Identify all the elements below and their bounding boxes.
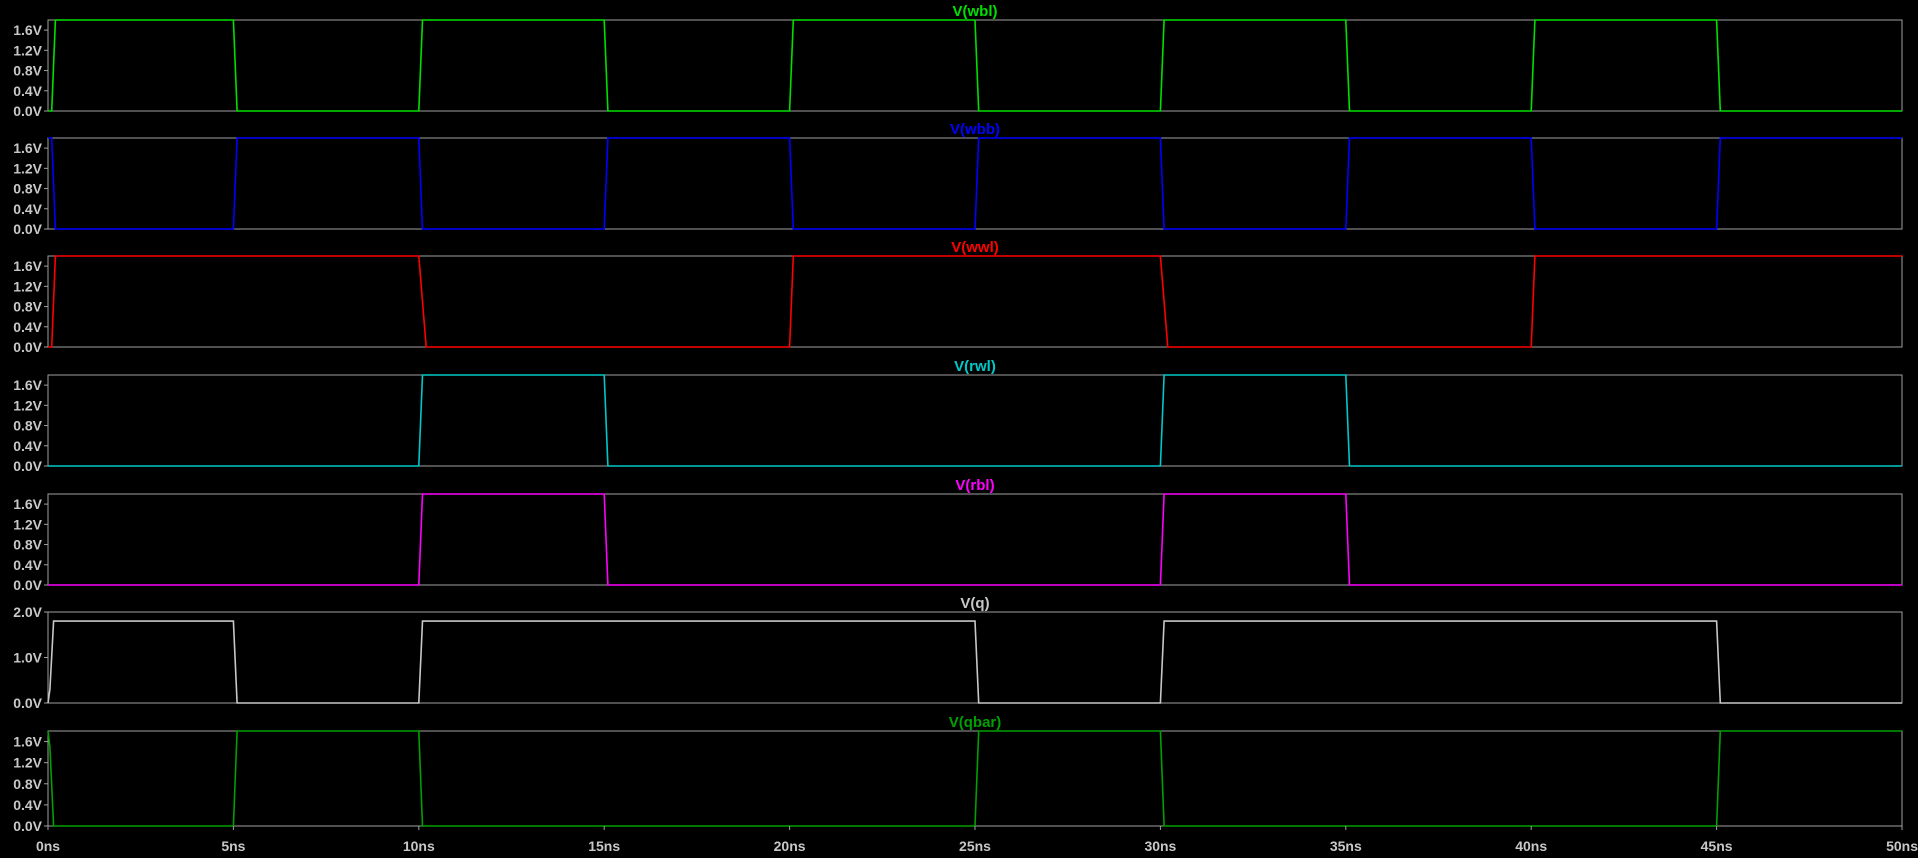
plot-frame <box>47 255 1903 348</box>
panel-0: V(wbl) 0.0V 0.4V 0.8V 1.2V 1.6V <box>13 3 1903 119</box>
y-tick-label: 0.4V <box>13 797 42 813</box>
panel-title: V(rbl) <box>955 477 994 494</box>
y-tick-label: 2.0V <box>13 604 42 620</box>
y-tick-label: 1.0V <box>13 650 42 666</box>
series-line <box>48 374 1902 467</box>
series-line <box>48 493 1902 586</box>
y-tick-label: 0.8V <box>13 181 42 197</box>
series-line <box>47 620 1902 704</box>
y-tick-label: 1.6V <box>13 734 42 750</box>
plot-frame <box>47 493 1903 586</box>
x-tick-label: 40ns <box>1515 838 1547 854</box>
y-tick-label: 1.2V <box>13 516 42 532</box>
y-tick-label: 1.2V <box>13 42 42 58</box>
y-tick-label: 1.6V <box>13 496 42 512</box>
panel-title: V(qbar) <box>949 714 1002 731</box>
y-tick-label: 1.2V <box>13 755 42 771</box>
x-tick-label: 20ns <box>774 838 806 854</box>
series-line <box>47 730 1902 827</box>
panel-3: V(rwl) 0.0V 0.4V 0.8V 1.2V 1.6V <box>13 358 1903 474</box>
y-tick-label: 0.0V <box>13 577 42 593</box>
x-tick-label: 15ns <box>588 838 620 854</box>
plot-frame <box>47 374 1903 467</box>
panel-2: V(wwl) 0.0V 0.4V 0.8V 1.2V 1.6V <box>13 239 1903 355</box>
series-line <box>48 19 1902 112</box>
y-tick-label: 0.0V <box>13 221 42 237</box>
y-tick-label: 0.8V <box>13 299 42 315</box>
panel-6: V(qbar) 0.0V 0.4V 0.8V 1.2V 1.6V <box>13 714 1903 834</box>
x-tick-label: 5ns <box>221 838 245 854</box>
panel-title: V(rwl) <box>954 358 996 375</box>
series-line <box>48 137 1902 230</box>
y-tick-label: 0.4V <box>13 83 42 99</box>
y-tick-label: 0.0V <box>13 339 42 355</box>
y-tick-label: 0.4V <box>13 557 42 573</box>
y-tick-label: 1.6V <box>13 22 42 38</box>
panel-title: V(q) <box>960 595 989 612</box>
y-tick-label: 0.0V <box>13 695 42 711</box>
series-line <box>48 255 1902 348</box>
y-tick-label: 1.6V <box>13 258 42 274</box>
x-tick-label: 25ns <box>959 838 991 854</box>
y-tick-label: 0.4V <box>13 201 42 217</box>
x-tick-label: 35ns <box>1330 838 1362 854</box>
panel-1: V(wbb) 0.0V 0.4V 0.8V 1.2V 1.6V <box>13 121 1903 237</box>
panel-title: V(wbl) <box>953 3 998 20</box>
y-tick-label: 1.6V <box>13 377 42 393</box>
x-tick-label: 10ns <box>403 838 435 854</box>
x-tick-label: 0ns <box>36 838 60 854</box>
y-tick-label: 1.2V <box>13 397 42 413</box>
y-tick-label: 0.8V <box>13 537 42 553</box>
panel-4: V(rbl) 0.0V 0.4V 0.8V 1.2V 1.6V <box>13 477 1903 593</box>
x-tick-label: 50ns <box>1886 838 1918 854</box>
y-tick-label: 0.0V <box>13 103 42 119</box>
y-tick-label: 0.0V <box>13 818 42 834</box>
y-tick-label: 0.4V <box>13 438 42 454</box>
panel-title: V(wwl) <box>951 239 999 256</box>
panel-title: V(wbb) <box>950 121 1000 138</box>
x-tick-label: 30ns <box>1144 838 1176 854</box>
y-tick-label: 0.8V <box>13 63 42 79</box>
x-tick-label: 45ns <box>1701 838 1733 854</box>
y-tick-label: 1.2V <box>13 160 42 176</box>
panel-5: V(q) 0.0V 1.0V 2.0V <box>13 595 1903 711</box>
y-tick-label: 0.0V <box>13 458 42 474</box>
y-tick-label: 0.4V <box>13 319 42 335</box>
y-tick-label: 1.6V <box>13 140 42 156</box>
y-tick-label: 0.8V <box>13 418 42 434</box>
y-tick-label: 0.8V <box>13 776 42 792</box>
y-tick-label: 1.2V <box>13 278 42 294</box>
